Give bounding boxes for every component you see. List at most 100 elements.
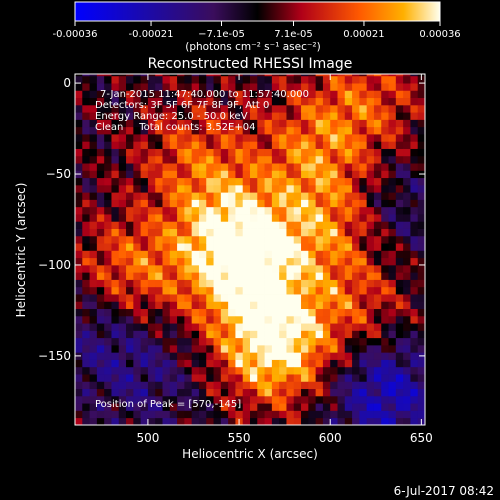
heatmap-cell xyxy=(410,308,419,317)
heatmap-cell xyxy=(337,177,346,186)
heatmap-cell xyxy=(235,330,244,339)
heatmap-cell xyxy=(118,148,127,157)
heatmap-cell xyxy=(330,301,338,309)
heatmap-cell xyxy=(257,199,265,208)
heatmap-cell xyxy=(388,301,397,309)
heatmap-cell xyxy=(271,294,280,302)
heatmap-cell xyxy=(169,388,178,397)
heatmap-cell xyxy=(301,126,309,135)
heatmap-cell xyxy=(388,104,397,113)
heatmap-cell xyxy=(162,250,171,259)
heatmap-cell xyxy=(75,257,83,266)
heatmap-cell xyxy=(381,301,389,309)
heatmap-cell xyxy=(235,257,244,266)
heatmap-cell xyxy=(89,395,98,404)
heatmap-cell xyxy=(257,119,265,128)
heatmap-cell xyxy=(126,315,134,324)
heatmap-cell xyxy=(242,221,251,229)
heatmap-cell xyxy=(104,410,112,419)
heatmap-cell xyxy=(366,366,375,375)
heatmap-cell xyxy=(395,301,404,309)
heatmap-cell xyxy=(198,286,207,295)
heatmap-cell xyxy=(279,308,287,317)
heatmap-cell xyxy=(337,272,346,280)
heatmap-cell xyxy=(213,403,222,411)
heatmap-cell xyxy=(111,112,120,120)
heatmap-cell xyxy=(301,308,309,317)
heatmap-cell xyxy=(373,250,382,259)
heatmap-cell xyxy=(330,192,338,200)
heatmap-cell xyxy=(322,184,331,193)
heatmap-cell xyxy=(162,104,171,113)
heatmap-cell xyxy=(352,301,360,309)
heatmap-cell xyxy=(352,330,360,339)
heatmap-cell xyxy=(184,381,193,390)
heatmap-cell xyxy=(293,403,302,411)
heatmap-cell xyxy=(366,74,375,77)
heatmap-cell xyxy=(417,294,425,302)
heatmap-cell xyxy=(257,410,265,419)
heatmap-cell xyxy=(126,286,134,295)
heatmap-cell xyxy=(191,264,200,273)
heatmap-cell xyxy=(228,148,236,157)
heatmap-cell xyxy=(366,315,375,324)
heatmap-cell xyxy=(169,250,178,259)
heatmap-cell xyxy=(359,250,368,259)
heatmap-cell xyxy=(133,192,142,200)
heatmap-cell xyxy=(177,272,185,280)
heatmap-cell xyxy=(126,374,134,382)
heatmap-cell xyxy=(147,264,156,273)
heatmap-cell xyxy=(220,170,229,179)
heatmap-cell xyxy=(322,134,331,142)
heatmap-cell xyxy=(140,395,149,404)
heatmap-cell xyxy=(286,163,295,171)
heatmap-cell xyxy=(337,74,346,77)
heatmap-cell xyxy=(388,352,397,360)
heatmap-cell xyxy=(264,330,273,339)
heatmap-cell xyxy=(250,90,258,99)
colorbar-tick-label: -0.00021 xyxy=(129,29,174,40)
heatmap-cell xyxy=(198,374,207,382)
heatmap-cell xyxy=(133,119,142,128)
heatmap-cell xyxy=(322,395,331,404)
heatmap-cell xyxy=(417,366,425,375)
heatmap-cell xyxy=(250,134,258,142)
heatmap-cell xyxy=(111,366,120,375)
heatmap-cell xyxy=(75,134,83,142)
heatmap-cell xyxy=(344,323,353,331)
heatmap-cell xyxy=(337,315,346,324)
heatmap-cell xyxy=(75,323,83,331)
heatmap-cell xyxy=(344,148,353,157)
heatmap-cell xyxy=(293,388,302,397)
heatmap-cell xyxy=(352,257,360,266)
heatmap-cell xyxy=(403,192,411,200)
heatmap-cell xyxy=(235,395,244,404)
heatmap-cell xyxy=(359,308,368,317)
heatmap-cell xyxy=(191,308,200,317)
heatmap-cell xyxy=(250,301,258,309)
heatmap-cell xyxy=(264,359,273,368)
heatmap-cell xyxy=(177,134,185,142)
heatmap-cell xyxy=(235,119,244,128)
heatmap-cell xyxy=(279,119,287,128)
heatmap-cell xyxy=(162,141,171,149)
heatmap-cell xyxy=(82,184,90,193)
heatmap-cell xyxy=(315,359,324,368)
heatmap-cell xyxy=(111,141,120,149)
heatmap-cell xyxy=(403,315,411,324)
heatmap-cell xyxy=(111,75,120,84)
heatmap-cell xyxy=(235,264,244,273)
heatmap-cell xyxy=(388,83,397,91)
heatmap-cell xyxy=(162,126,171,135)
heatmap-cell xyxy=(301,403,309,411)
heatmap-cell xyxy=(75,163,83,171)
heatmap-cell xyxy=(89,359,98,368)
heatmap-cell xyxy=(206,352,214,360)
heatmap-cell xyxy=(242,272,251,280)
heatmap-cell xyxy=(147,170,156,179)
heatmap-cell xyxy=(337,134,346,142)
heatmap-cell xyxy=(286,337,295,346)
heatmap-cell xyxy=(337,381,346,390)
heatmap-cell xyxy=(388,344,397,353)
heatmap-cell xyxy=(235,403,244,411)
